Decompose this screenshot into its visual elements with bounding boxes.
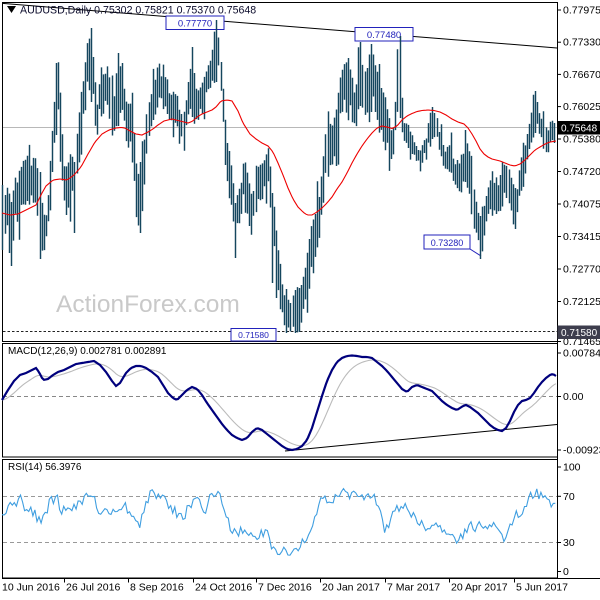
svg-text:10 Jun 2016: 10 Jun 2016 xyxy=(2,582,60,594)
svg-text:0: 0 xyxy=(563,566,569,578)
svg-text:0.75380: 0.75380 xyxy=(563,134,600,146)
svg-text:0.00: 0.00 xyxy=(563,391,584,403)
svg-text:0.71580: 0.71580 xyxy=(238,330,269,340)
svg-text:7 Dec 2016: 7 Dec 2016 xyxy=(258,582,312,594)
svg-text:8 Sep 2016: 8 Sep 2016 xyxy=(130,582,184,594)
svg-text:AUDUSD,Daily 0.75302 0.75821: AUDUSD,Daily 0.75302 0.75821 0.75370 0.7… xyxy=(20,5,256,17)
svg-text:0.74720: 0.74720 xyxy=(563,166,600,178)
svg-text:0.77975: 0.77975 xyxy=(563,5,600,17)
svg-text:RSI(14) 56.3976: RSI(14) 56.3976 xyxy=(8,462,82,473)
svg-text:0.77770: 0.77770 xyxy=(178,19,212,30)
svg-text:70: 70 xyxy=(563,491,575,503)
svg-text:26 Jul 2016: 26 Jul 2016 xyxy=(66,582,120,594)
svg-text:0.71580: 0.71580 xyxy=(561,328,598,339)
svg-text:0.77330: 0.77330 xyxy=(563,37,600,49)
svg-text:20 Jan 2017: 20 Jan 2017 xyxy=(322,582,380,594)
svg-text:0.77480: 0.77480 xyxy=(367,30,401,41)
svg-text:20 Apr 2017: 20 Apr 2017 xyxy=(451,582,508,594)
svg-text:0.72125: 0.72125 xyxy=(563,296,600,308)
svg-text:0.75648: 0.75648 xyxy=(561,124,598,135)
svg-text:0.73280: 0.73280 xyxy=(431,238,464,248)
svg-text:0.73415: 0.73415 xyxy=(563,231,600,243)
svg-text:0.72770: 0.72770 xyxy=(563,264,600,276)
svg-text:5 Jun 2017: 5 Jun 2017 xyxy=(516,582,568,594)
svg-text:MACD(12,26,9) 0.002781 0.00289: MACD(12,26,9) 0.002781 0.002891 xyxy=(8,346,167,357)
svg-text:-0.00923: -0.00923 xyxy=(563,445,600,457)
svg-text:7 Mar 2017: 7 Mar 2017 xyxy=(387,582,440,594)
svg-text:ActionForex.com: ActionForex.com xyxy=(56,291,240,318)
svg-text:0.76025: 0.76025 xyxy=(563,101,600,113)
svg-text:30: 30 xyxy=(563,537,575,549)
svg-text:0.76670: 0.76670 xyxy=(563,69,600,81)
svg-text:100: 100 xyxy=(563,462,581,474)
svg-text:24 Oct 2016: 24 Oct 2016 xyxy=(195,582,252,594)
svg-text:0.74075: 0.74075 xyxy=(563,199,600,211)
svg-text:0.007848: 0.007848 xyxy=(563,348,600,360)
